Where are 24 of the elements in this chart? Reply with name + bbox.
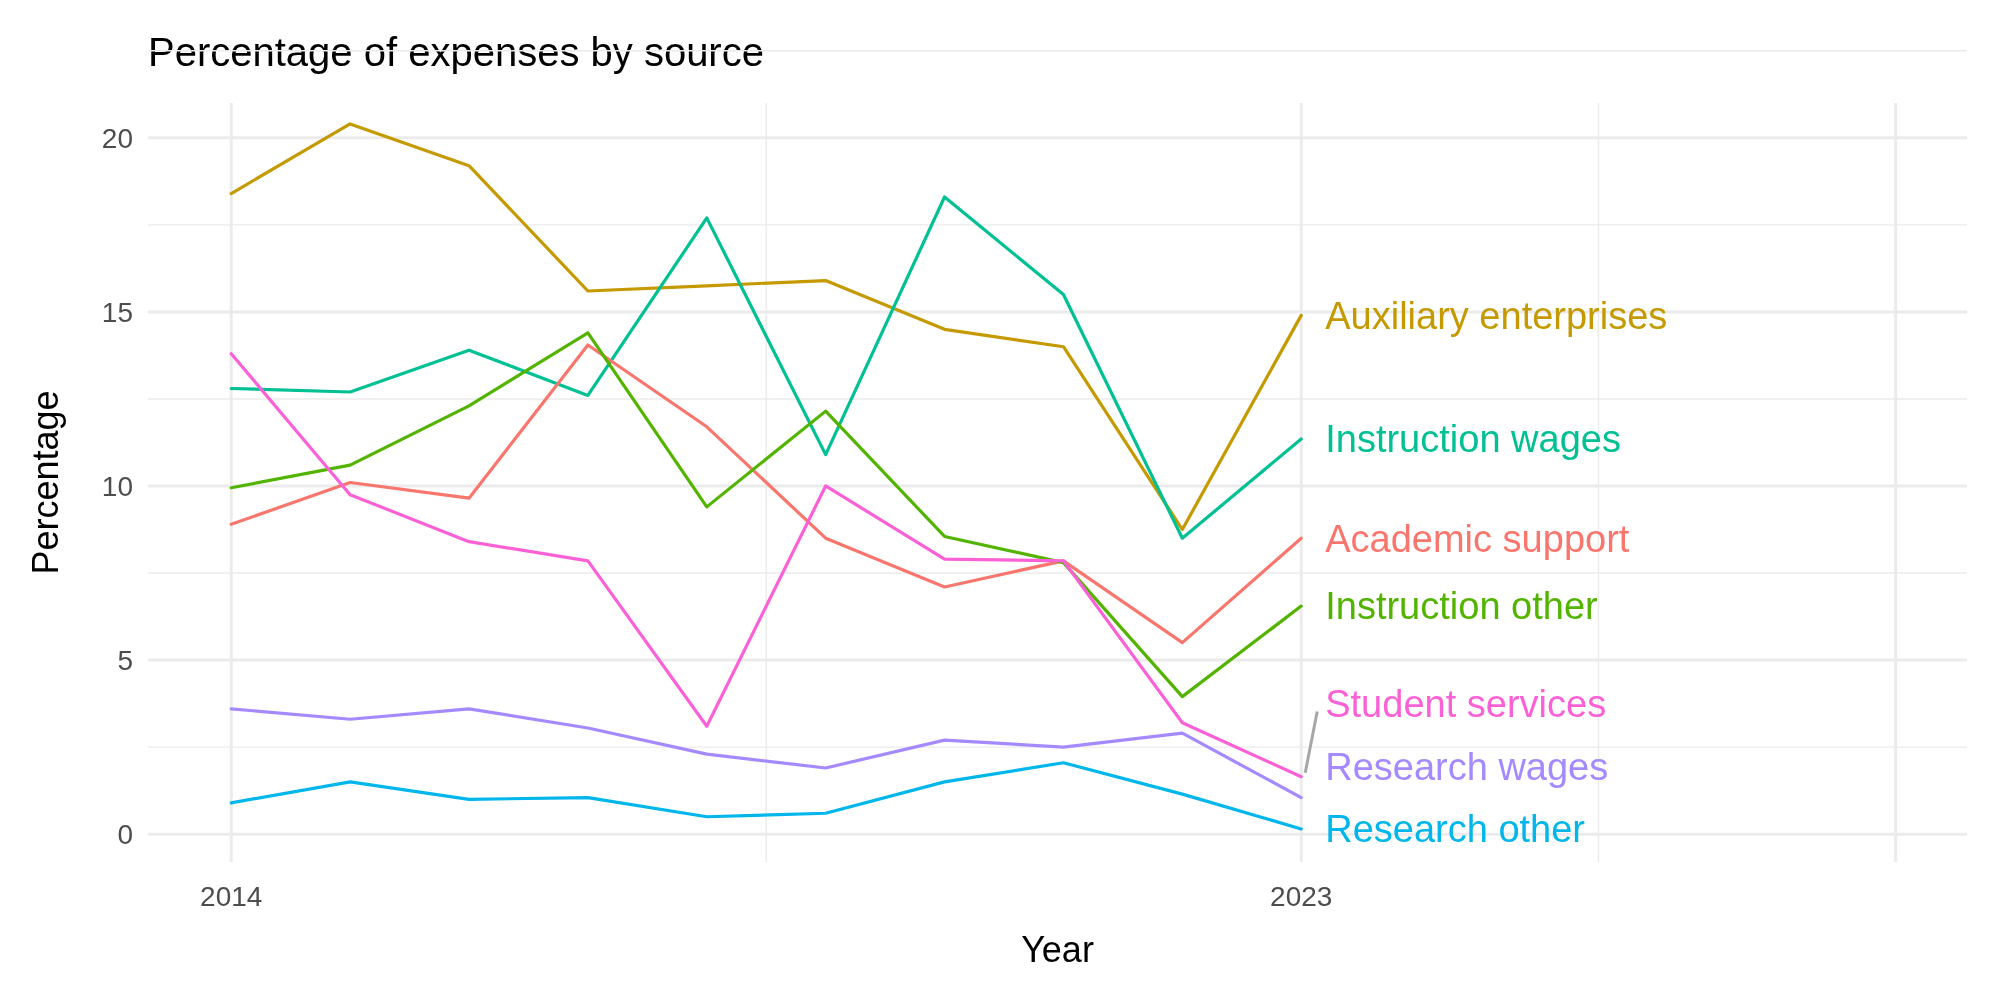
y-tick-label: 15 <box>101 296 133 328</box>
line-series <box>229 195 1303 540</box>
line-series <box>229 343 1303 645</box>
y-tick-label: 0 <box>117 818 133 850</box>
line-series <box>229 707 1303 800</box>
chart-title: Percentage of expenses by source <box>148 30 764 74</box>
y-tick-label: 5 <box>117 644 133 676</box>
series-label: Student services <box>1325 682 1607 725</box>
x-tick-label: 2014 <box>200 881 263 912</box>
x-tick-label: 2023 <box>1270 881 1333 912</box>
series-label: Research wages <box>1325 745 1609 788</box>
series-label: Instruction other <box>1325 585 1599 628</box>
line-series <box>229 352 1303 779</box>
series-label: Academic support <box>1325 517 1630 560</box>
line-series <box>229 331 1303 699</box>
y-tick-label: 10 <box>101 470 133 502</box>
line-series <box>229 122 1303 532</box>
y-axis-title: Percentage <box>25 390 66 575</box>
series-label: Instruction wages <box>1325 418 1621 461</box>
series-label: Research other <box>1325 808 1586 851</box>
series-label: Auxiliary enterprises <box>1325 294 1668 337</box>
x-axis-title: Year <box>1021 929 1094 970</box>
line-series <box>229 761 1303 831</box>
y-tick-label: 20 <box>101 122 133 154</box>
